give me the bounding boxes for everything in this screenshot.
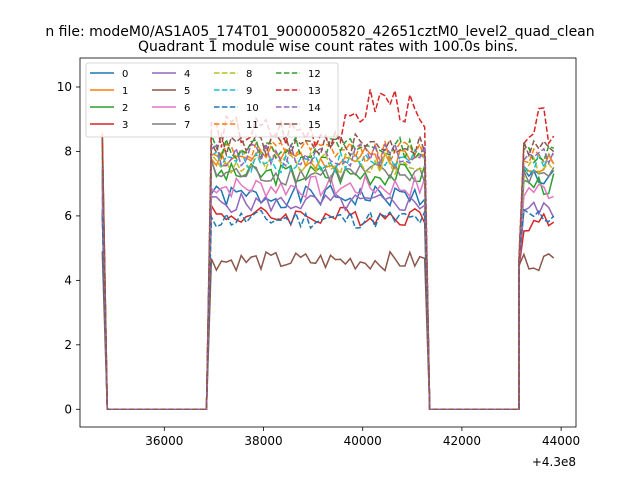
legend-label-0: 0 xyxy=(122,69,128,80)
legend-label-10: 10 xyxy=(246,103,259,114)
y-tick-label: 8 xyxy=(64,144,72,158)
y-tick-label: 4 xyxy=(64,273,72,287)
chart-title: Quadrant 1 module wise count rates with … xyxy=(138,39,518,55)
y-tick-label: 10 xyxy=(57,80,72,94)
x-tick-label: 38000 xyxy=(244,434,282,448)
legend-label-7: 7 xyxy=(184,120,190,131)
legend-label-14: 14 xyxy=(308,103,321,114)
x-tick-label: 40000 xyxy=(344,434,382,448)
legend-label-1: 1 xyxy=(122,86,128,97)
legend-label-15: 15 xyxy=(308,120,321,131)
plot-frame xyxy=(79,57,577,428)
y-tick-label: 6 xyxy=(64,209,72,223)
x-tick-label: 44000 xyxy=(542,434,580,448)
legend-label-12: 12 xyxy=(308,69,321,80)
series-line-15 xyxy=(101,131,555,411)
x-tick-label: 42000 xyxy=(443,434,481,448)
x-axis: 36000 38000 40000 42000 44000 xyxy=(145,427,580,448)
y-tick-label: 0 xyxy=(64,402,72,416)
x-tick-label: 36000 xyxy=(145,434,183,448)
y-tick-label: 2 xyxy=(64,338,72,352)
legend-label-6: 6 xyxy=(184,103,190,114)
legend-label-8: 8 xyxy=(246,69,252,80)
legend-label-3: 3 xyxy=(122,120,128,131)
legend-label-11: 11 xyxy=(246,120,259,131)
x-axis-offset-label: +4.3e8 xyxy=(532,455,576,469)
legend-label-9: 9 xyxy=(246,86,252,97)
legend-frame xyxy=(85,62,339,138)
legend-label-13: 13 xyxy=(308,86,321,97)
figure-suptitle: n file: modeM0/AS1A05_174T01_9000005820_… xyxy=(45,24,594,40)
legend-label-4: 4 xyxy=(184,69,190,80)
y-axis: 0 2 4 6 8 10 xyxy=(57,80,80,416)
legend-label-2: 2 xyxy=(122,103,128,114)
legend-label-5: 5 xyxy=(184,86,190,97)
series-group xyxy=(101,87,555,411)
